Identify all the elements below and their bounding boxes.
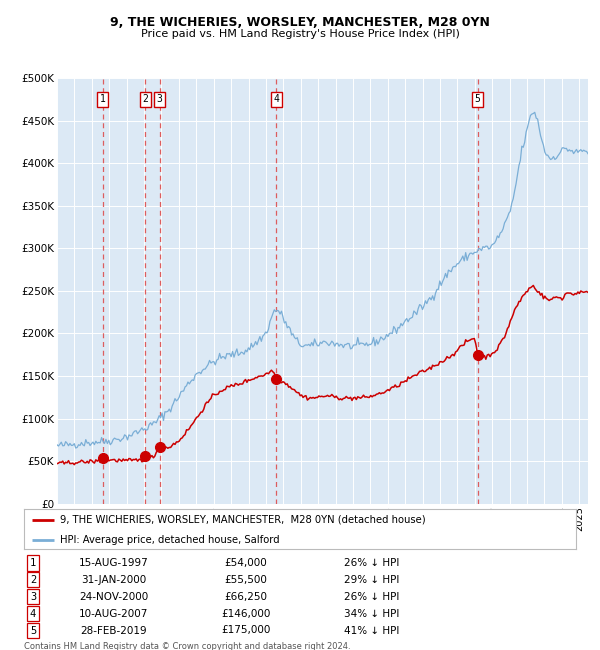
Text: 41% ↓ HPI: 41% ↓ HPI <box>344 625 400 636</box>
Text: 4: 4 <box>30 608 36 619</box>
Text: 3: 3 <box>157 94 163 104</box>
Text: 26% ↓ HPI: 26% ↓ HPI <box>344 558 400 568</box>
Text: 34% ↓ HPI: 34% ↓ HPI <box>344 608 400 619</box>
Text: 1: 1 <box>30 558 36 568</box>
Text: 26% ↓ HPI: 26% ↓ HPI <box>344 592 400 602</box>
Text: 9, THE WICHERIES, WORSLEY, MANCHESTER,  M28 0YN (detached house): 9, THE WICHERIES, WORSLEY, MANCHESTER, M… <box>60 515 425 525</box>
Text: 2: 2 <box>143 94 148 104</box>
Text: 3: 3 <box>30 592 36 602</box>
Text: 29% ↓ HPI: 29% ↓ HPI <box>344 575 400 585</box>
Text: 4: 4 <box>274 94 280 104</box>
Text: Price paid vs. HM Land Registry's House Price Index (HPI): Price paid vs. HM Land Registry's House … <box>140 29 460 39</box>
Text: 15-AUG-1997: 15-AUG-1997 <box>79 558 149 568</box>
Text: HPI: Average price, detached house, Salford: HPI: Average price, detached house, Salf… <box>60 536 280 545</box>
Text: 2: 2 <box>30 575 36 585</box>
Text: 5: 5 <box>30 625 36 636</box>
Text: 9, THE WICHERIES, WORSLEY, MANCHESTER, M28 0YN: 9, THE WICHERIES, WORSLEY, MANCHESTER, M… <box>110 16 490 29</box>
Text: Contains HM Land Registry data © Crown copyright and database right 2024.: Contains HM Land Registry data © Crown c… <box>24 642 350 650</box>
Text: £66,250: £66,250 <box>224 592 268 602</box>
Text: £175,000: £175,000 <box>221 625 271 636</box>
Text: 24-NOV-2000: 24-NOV-2000 <box>79 592 149 602</box>
Text: £146,000: £146,000 <box>221 608 271 619</box>
Text: 28-FEB-2019: 28-FEB-2019 <box>80 625 148 636</box>
Text: 31-JAN-2000: 31-JAN-2000 <box>82 575 146 585</box>
Text: 1: 1 <box>100 94 106 104</box>
Text: £54,000: £54,000 <box>224 558 268 568</box>
Text: £55,500: £55,500 <box>224 575 268 585</box>
Text: 5: 5 <box>475 94 481 104</box>
Text: 10-AUG-2007: 10-AUG-2007 <box>79 608 149 619</box>
